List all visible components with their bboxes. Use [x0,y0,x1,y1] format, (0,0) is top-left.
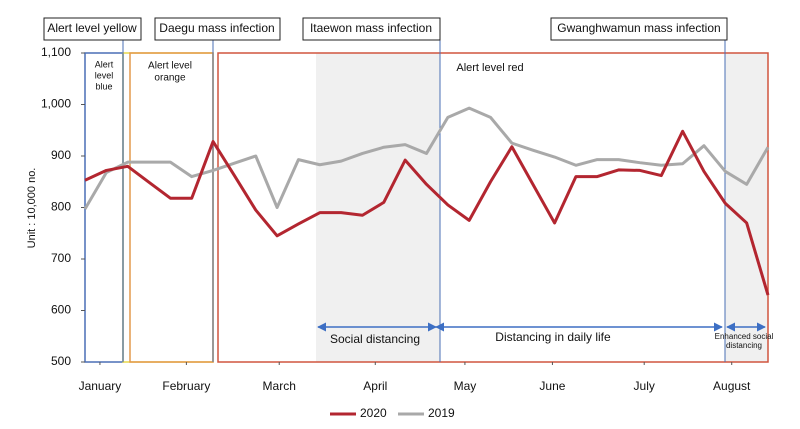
level-blue-box [84,52,124,363]
series-line [83,106,770,210]
event-label: Gwanghwamun mass infection [557,21,720,35]
x-tick-label: July [634,379,655,393]
x-tick-label: May [454,379,477,393]
phase-label: distancing [726,341,762,350]
level-label: orange [154,73,186,84]
series-line [84,129,770,296]
level-label: Alert level [148,61,192,72]
event-box [550,17,728,41]
y-tick-label: 500 [51,354,71,368]
y-tick-label: 1,100 [41,45,71,59]
level-label: level [95,70,114,80]
x-tick-label: April [363,379,387,393]
shade [725,53,768,362]
y-tick-label: 700 [51,251,71,265]
y-tick-label: 900 [51,148,71,162]
legend-label: 2019 [428,406,455,420]
x-tick-label: June [539,379,565,393]
level-red-box [217,52,769,363]
event-label: Alert level yellow [47,21,137,35]
x-tick-label: January [79,379,122,393]
phase-label: Social distancing [330,332,420,346]
x-tick-label: February [162,379,210,393]
phase-label: Enhanced social [715,332,774,341]
event-box [43,17,142,41]
y-tick-label: 800 [51,200,71,214]
event-box [154,17,281,41]
y-tick-label: 600 [51,303,71,317]
event-label: Daegu mass infection [159,21,274,35]
phase-label: Distancing in daily life [495,330,611,344]
level-label: blue [95,81,112,91]
level-yellow-box [122,52,214,363]
level-label: Alert level red [456,62,523,74]
x-tick-label: March [263,379,296,393]
legend-label: 2020 [360,406,387,420]
event-box [302,17,441,41]
x-tick-label: August [713,379,751,393]
event-label: Itaewon mass infection [310,21,432,35]
level-orange-box [129,52,214,363]
y-tick-label: 1,000 [41,97,71,111]
y-axis-label: Unit : 10,000 no. [26,168,38,249]
event-boxes: Alert level yellow Daegu mass infection … [43,17,728,41]
level-label: Alert [95,59,114,69]
